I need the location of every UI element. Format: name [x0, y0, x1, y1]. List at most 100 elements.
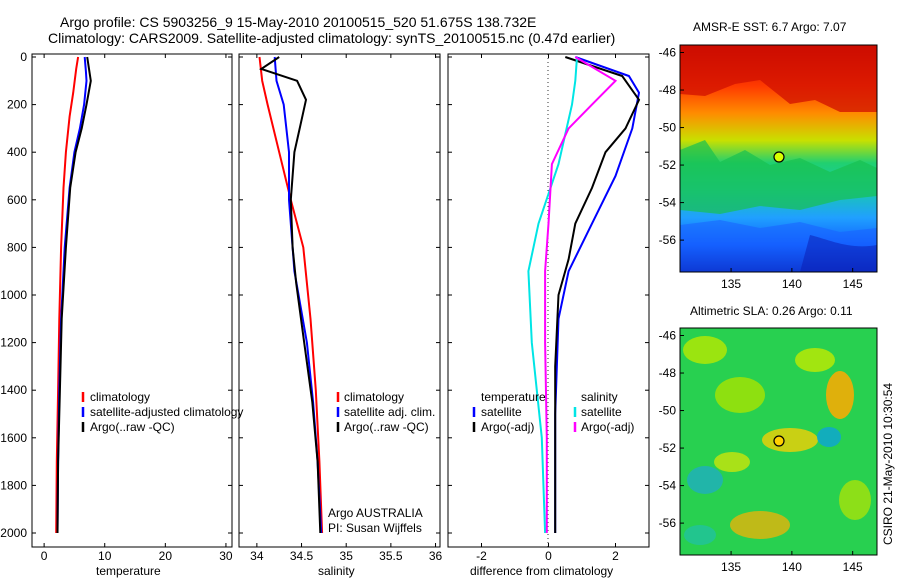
title-line-1: Argo profile: CS 5903256_9 15-May-2010 2… — [60, 14, 536, 30]
argo-pi-note: PI: Susan Wijffels — [328, 521, 422, 535]
lat-tick-label: -52 — [659, 158, 677, 172]
temperature-xlabel: temperature — [96, 564, 161, 578]
sla-patch — [839, 480, 871, 520]
temperature-frame — [31, 53, 233, 548]
difference-legend: temperature satellite Argo(-adj) salinit… — [472, 390, 634, 434]
depth-tick-label: 1400 — [0, 383, 27, 397]
sla-patch-high — [826, 371, 854, 419]
lon-tick-label: 135 — [721, 277, 741, 291]
lat-tick-label: -46 — [659, 46, 677, 60]
sst-coldest-patch — [800, 235, 877, 272]
depth-axis: 0 200 400 600 800 1000 1200 1400 1600 1800 2000 — [0, 50, 649, 540]
x-tick-label: 34 — [250, 549, 264, 563]
lat-tick-label: -48 — [659, 366, 677, 380]
series-line-argo-raw-qc — [259, 56, 322, 534]
difference-lines — [527, 56, 641, 534]
legend-label-climatology: climatology — [90, 390, 150, 404]
x-tick-label: -2 — [476, 549, 487, 563]
sla-patch-low — [687, 466, 723, 494]
sla-patch — [795, 348, 835, 372]
series-line-salinity-argo-adj — [544, 56, 618, 533]
x-tick-label: 34.5 — [290, 549, 314, 563]
depth-tick-label: 1000 — [0, 288, 27, 302]
sst-axis-ticks: -46 -48 -50 -52 -54 -56 135 140 145 — [659, 46, 863, 291]
depth-tick-label: 2000 — [0, 526, 27, 540]
argo-position-marker — [773, 435, 785, 447]
sst-green-patch — [680, 140, 877, 214]
legend-label-temp-satellite: satellite — [481, 405, 522, 419]
legend-label-argo: Argo(..raw -QC) — [90, 420, 175, 434]
salinity-frame — [238, 53, 441, 548]
x-tick-label: 35 — [340, 549, 354, 563]
x-tick-label: 0 — [41, 549, 48, 563]
salinity-x-ticks: 34 34.5 35 35.5 36 — [250, 54, 443, 563]
lat-tick-label: -56 — [659, 516, 677, 530]
difference-frame — [447, 53, 650, 548]
timestamp-side-label: CSIRO 21-May-2010 10:30:54 — [881, 383, 895, 545]
legend-label-climatology: climatology — [344, 390, 404, 404]
sla-axis-ticks: -46 -48 -50 -52 -54 -56 135 140 145 — [659, 329, 863, 574]
x-tick-label: 20 — [159, 549, 173, 563]
legend-label-sal-satellite: satellite — [581, 405, 622, 419]
legend-head-salinity: salinity — [581, 390, 618, 404]
lon-tick-label: 145 — [843, 277, 863, 291]
difference-xlabel: difference from climatology — [470, 564, 613, 578]
legend-label-satellite: satellite adj. clim. — [344, 405, 435, 419]
salinity-xlabel: salinity — [318, 564, 355, 578]
temperature-legend: climatology satellite-adjusted climatolo… — [81, 390, 243, 434]
lon-tick-label: 145 — [843, 560, 863, 574]
difference-panel: -2 0 2 difference from climatology tempera… — [447, 53, 650, 578]
sst-field — [680, 45, 877, 272]
x-tick-label: 0 — [545, 549, 552, 563]
legend-label-sal-argo: Argo(-adj) — [581, 420, 634, 434]
temperature-lines — [55, 56, 92, 534]
lat-tick-label: -52 — [659, 441, 677, 455]
legend-label-argo: Argo(..raw -QC) — [344, 420, 429, 434]
legend-label-temp-argo: Argo(-adj) — [481, 420, 534, 434]
title-line-2: Climatology: CARS2009. Satellite-adjuste… — [48, 30, 615, 46]
sst-map-title: AMSR-E SST: 6.7 Argo: 7.07 — [693, 20, 847, 34]
sla-patch — [714, 452, 750, 472]
series-line-temperature-satellite — [554, 56, 641, 533]
salinity-panel: 34 34.5 35 35.5 36 salinity climatology sate… — [238, 53, 443, 578]
sst-warm-patch — [680, 45, 877, 112]
series-line-argo-raw-qc — [56, 56, 92, 534]
sla-patch — [715, 377, 765, 413]
x-tick-label: 30 — [219, 549, 233, 563]
series-line-climatology — [258, 56, 324, 534]
lat-tick-label: -54 — [659, 479, 677, 493]
depth-tick-label: 600 — [7, 193, 27, 207]
argo-country-note: Argo AUSTRALIA — [328, 506, 423, 520]
argo-position-marker — [773, 151, 785, 163]
salinity-lines — [258, 56, 324, 534]
lat-tick-label: -50 — [659, 121, 677, 135]
depth-tick-label: 0 — [20, 50, 27, 64]
lon-tick-label: 140 — [782, 560, 802, 574]
lon-tick-label: 140 — [782, 277, 802, 291]
x-tick-label: 36 — [429, 549, 443, 563]
x-tick-label: 35.5 — [379, 549, 403, 563]
temperature-panel: 0 10 20 30 temperature climatology satellit… — [31, 53, 243, 578]
sla-patch-low — [684, 525, 716, 545]
sla-frame — [679, 327, 878, 556]
depth-tick-label: 800 — [7, 240, 27, 254]
lat-tick-label: -46 — [659, 329, 677, 343]
x-tick-label: 10 — [98, 549, 112, 563]
sst-frame — [679, 44, 878, 273]
series-line-salinity-satellite — [527, 56, 578, 534]
depth-tick-label: 200 — [7, 98, 27, 112]
depth-tick-label: 400 — [7, 145, 27, 159]
sst-map: AMSR-E SST: 6.7 Argo: 7.07 -46-48-50-52-… — [659, 20, 878, 291]
depth-tick-label: 1800 — [0, 478, 27, 492]
lat-tick-label: -50 — [659, 404, 677, 418]
lon-tick-label: 135 — [721, 560, 741, 574]
sla-map-title: Altimetric SLA: 0.26 Argo: 0.11 — [690, 304, 853, 318]
sla-patch-high — [730, 511, 790, 539]
sla-patch-low — [817, 427, 841, 447]
depth-tick-label: 1600 — [0, 431, 27, 445]
sla-patch — [683, 336, 727, 364]
series-line-climatology — [55, 56, 80, 534]
salinity-legend: climatology satellite adj. clim. Argo(..… — [336, 390, 435, 434]
depth-tick-label: 1200 — [0, 336, 27, 350]
